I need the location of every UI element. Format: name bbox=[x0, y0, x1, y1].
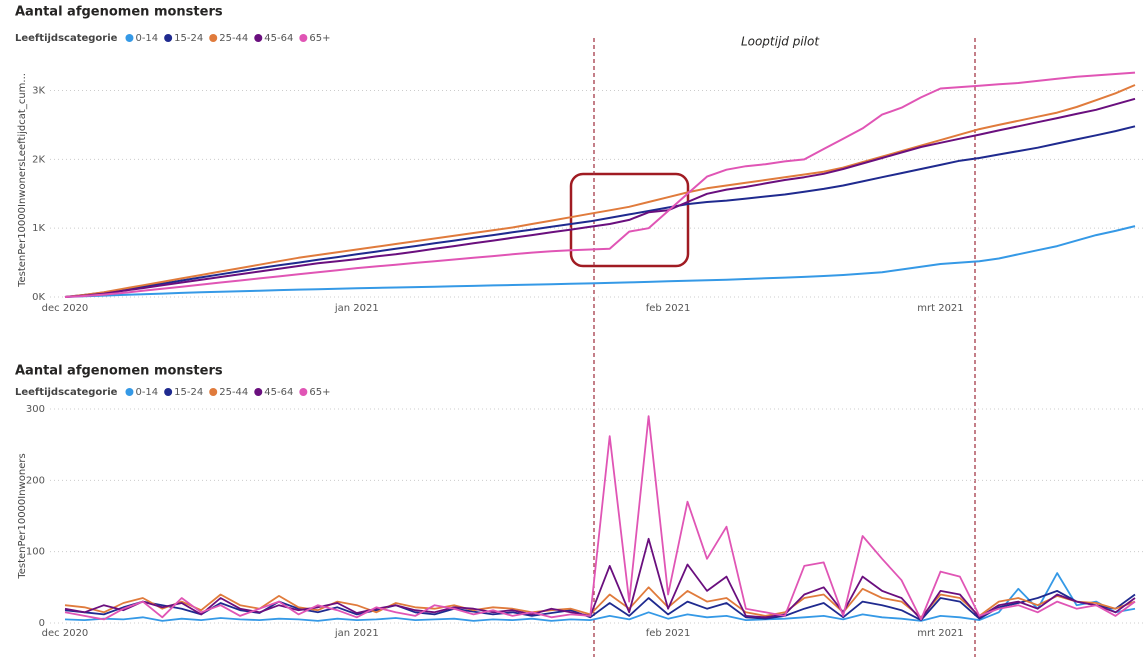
series-line bbox=[64, 84, 1136, 298]
legend-label: 25-44 bbox=[219, 387, 248, 398]
y-axis-title: TestenPer10000Inwoners bbox=[17, 453, 28, 579]
legend-title: Leeftijdscategorie bbox=[15, 387, 118, 398]
legend-dot bbox=[164, 34, 173, 42]
x-tick-label: feb 2021 bbox=[646, 303, 691, 314]
series-line bbox=[64, 415, 1136, 621]
legend-label: 45-64 bbox=[264, 33, 293, 44]
series-line bbox=[64, 125, 1136, 298]
legend-dot bbox=[125, 388, 134, 396]
x-tick-label: jan 2021 bbox=[334, 628, 379, 639]
legend-label: 0-14 bbox=[135, 387, 158, 398]
series-line bbox=[64, 71, 1136, 298]
legend-dot bbox=[209, 388, 218, 396]
y-tick-label: 2K bbox=[32, 154, 45, 165]
series-line bbox=[64, 225, 1136, 298]
y-tick-label: 300 bbox=[26, 404, 45, 415]
x-tick-label: mrt 2021 bbox=[917, 628, 963, 639]
legend-dot bbox=[125, 34, 134, 42]
chart-title: Aantal afgenomen monsters bbox=[15, 364, 223, 379]
y-axis-title: TestenPer10000InwonersLeeftijdcat_cum... bbox=[17, 73, 28, 288]
y-tick-label: 1K bbox=[32, 223, 45, 234]
y-tick-label: 0 bbox=[39, 618, 45, 629]
y-tick-label: 100 bbox=[26, 547, 45, 558]
legend-label: 15-24 bbox=[174, 387, 203, 398]
series-line bbox=[64, 572, 1136, 622]
x-tick-label: mrt 2021 bbox=[917, 303, 963, 314]
x-tick-label: dec 2020 bbox=[42, 628, 89, 639]
x-tick-label: dec 2020 bbox=[42, 303, 89, 314]
legend-dot bbox=[254, 388, 263, 396]
annotation: Looptijd pilot bbox=[741, 35, 820, 49]
legend-label: 65+ bbox=[309, 387, 330, 398]
series-line bbox=[64, 590, 1136, 621]
legend-label: 15-24 bbox=[174, 33, 203, 44]
chart-title: Aantal afgenomen monsters bbox=[15, 5, 223, 20]
y-tick-label: 0K bbox=[32, 292, 45, 303]
legend-dot bbox=[164, 388, 173, 396]
legend-title: Leeftijdscategorie bbox=[15, 33, 118, 44]
legend-label: 25-44 bbox=[219, 33, 248, 44]
legend-dot bbox=[254, 34, 263, 42]
x-tick-label: feb 2021 bbox=[646, 628, 691, 639]
series-line bbox=[64, 537, 1136, 621]
legend-label: 65+ bbox=[309, 33, 330, 44]
x-tick-label: jan 2021 bbox=[334, 303, 379, 314]
legend-label: 0-14 bbox=[135, 33, 158, 44]
legend-dot bbox=[299, 34, 308, 42]
series-line bbox=[64, 586, 1136, 619]
legend-label: 45-64 bbox=[264, 387, 293, 398]
highlight-box bbox=[569, 172, 690, 268]
y-tick-label: 3K bbox=[32, 86, 45, 97]
legend-dot bbox=[209, 34, 218, 42]
series-line bbox=[64, 97, 1136, 298]
legend-dot bbox=[299, 388, 308, 396]
y-tick-label: 200 bbox=[26, 475, 45, 486]
